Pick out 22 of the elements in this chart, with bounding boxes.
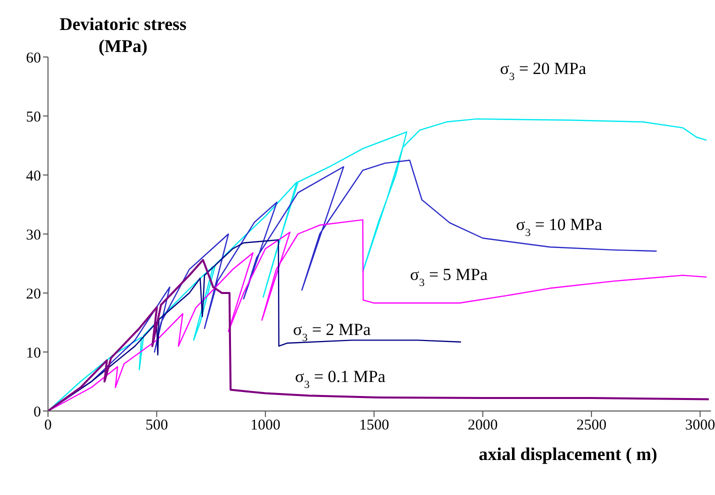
y-tick-label: 20 (26, 286, 41, 302)
y-tick-label: 30 (26, 227, 41, 244)
line-series (48, 118, 708, 411)
x-tick-label: 2000 (468, 418, 498, 434)
series-label: σ$_{3}$ = 0.1 MPa (295, 367, 386, 391)
x-tick-label: 3000 (685, 418, 715, 434)
x-tick-label: 500 (145, 418, 168, 434)
series-label: σ$_{3}$ = 2 MPa (293, 320, 372, 344)
y-axis-title: Deviatoric stress (MPa) (59, 14, 187, 56)
series-label: σ$_{3}$ = 10 MPa (516, 215, 603, 239)
y-tick-label: 0 (34, 404, 41, 420)
text: σ$_{3}$ = 20 MPa (500, 59, 587, 83)
y-tick-label: 40 (26, 168, 41, 184)
y-tick-label: 50 (26, 109, 41, 126)
x-tick-label: 2500 (576, 418, 606, 434)
x-tick-label: 1500 (359, 418, 390, 434)
y-tick-label: 10 (26, 345, 41, 362)
x-tick-label: 1000 (250, 418, 280, 434)
y-tick-label: 60 (26, 50, 41, 66)
series-label: σ$_{3}$ = 5 MPa (410, 265, 488, 289)
x-axis-title: axial displacement ( m) (478, 444, 658, 464)
x-tick-label: 0 (44, 418, 52, 434)
